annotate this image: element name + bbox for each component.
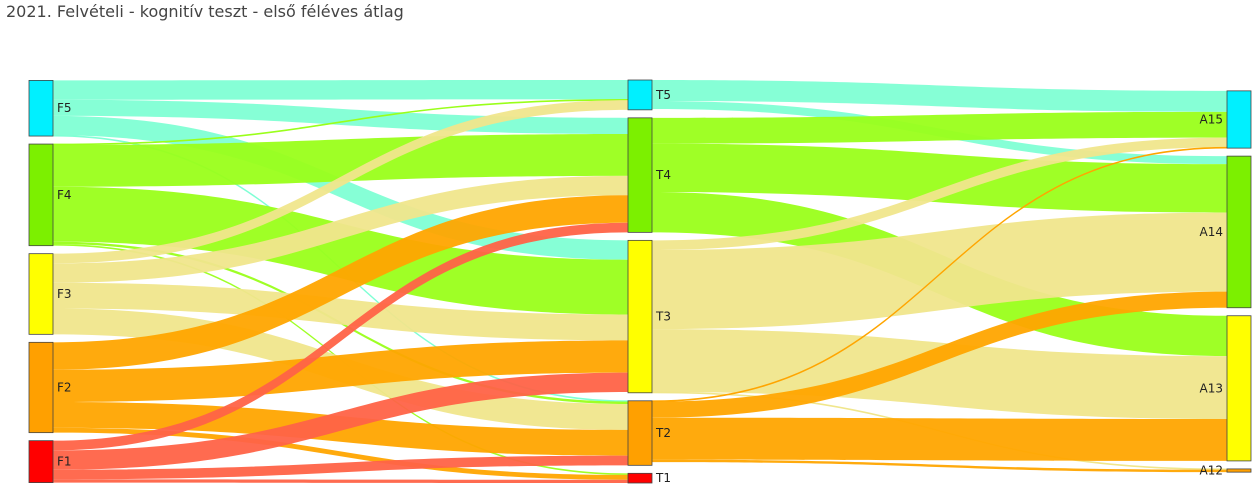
node-a14[interactable] [1226, 155, 1252, 309]
node-label-t3: T3 [655, 310, 671, 324]
link-f1-t2[interactable] [53, 455, 628, 480]
link-f4-t4[interactable] [53, 133, 628, 187]
link-t3-a15[interactable] [652, 137, 1227, 251]
node-label-f4: F4 [57, 188, 72, 202]
link-t5-a15[interactable] [652, 80, 1227, 112]
node-label-t4: T4 [655, 168, 671, 182]
link-f2-t1[interactable] [53, 427, 628, 480]
node-f2[interactable] [28, 341, 54, 434]
node-label-t2: T2 [655, 426, 671, 440]
link-f1-t3[interactable] [53, 372, 628, 470]
links-layer [52, 80, 1228, 483]
link-f3-t4[interactable] [53, 175, 628, 283]
node-label-f1: F1 [57, 455, 72, 469]
node-f5[interactable] [28, 80, 54, 137]
node-label-f2: F2 [57, 380, 72, 394]
node-label-a12: A12 [1200, 464, 1223, 478]
link-f3-t5[interactable] [53, 100, 628, 264]
node-f3[interactable] [28, 253, 54, 335]
node-a13[interactable] [1226, 315, 1252, 462]
node-label-a14: A14 [1200, 225, 1223, 239]
chart-title: 2021. Felvételi - kognitív teszt - első … [6, 2, 404, 21]
node-a15[interactable] [1226, 90, 1252, 149]
link-t4-a15[interactable] [652, 111, 1227, 144]
node-t2[interactable] [627, 400, 653, 466]
link-t2-a13[interactable] [652, 417, 1227, 461]
nodes-layer: F5 F4 F3 F2 F1 T5 T4 T3 T2 T1 A15 A14 A13 A12 [28, 79, 1252, 485]
link-f2-t3[interactable] [53, 340, 628, 403]
link-f5-t5[interactable] [53, 80, 628, 100]
node-t5[interactable] [627, 79, 653, 111]
node-label-a15: A15 [1200, 112, 1223, 126]
link-t2-a14[interactable] [652, 291, 1227, 418]
node-label-f3: F3 [57, 287, 72, 301]
node-t1[interactable] [627, 472, 653, 484]
node-f1[interactable] [28, 440, 54, 483]
link-t3-a13[interactable] [652, 329, 1227, 419]
link-f1-t4[interactable] [53, 222, 628, 451]
node-a12[interactable] [1226, 468, 1252, 473]
link-t4-a14[interactable] [652, 143, 1227, 213]
node-label-a13: A13 [1200, 381, 1223, 395]
link-t3-a14[interactable] [652, 212, 1227, 330]
node-f4[interactable] [28, 143, 54, 247]
node-label-f5: F5 [57, 101, 72, 115]
link-f3-t3[interactable] [53, 282, 628, 341]
link-t2-a12[interactable] [652, 459, 1227, 473]
node-label-t1: T1 [655, 471, 671, 485]
node-t4[interactable] [627, 117, 653, 233]
link-f1-t1[interactable] [53, 479, 628, 483]
link-f4-t3[interactable] [53, 186, 628, 315]
link-f5-t3[interactable] [53, 115, 628, 260]
link-f2-t4[interactable] [53, 195, 628, 370]
node-label-t5: T5 [655, 88, 671, 102]
node-t3[interactable] [627, 239, 653, 394]
